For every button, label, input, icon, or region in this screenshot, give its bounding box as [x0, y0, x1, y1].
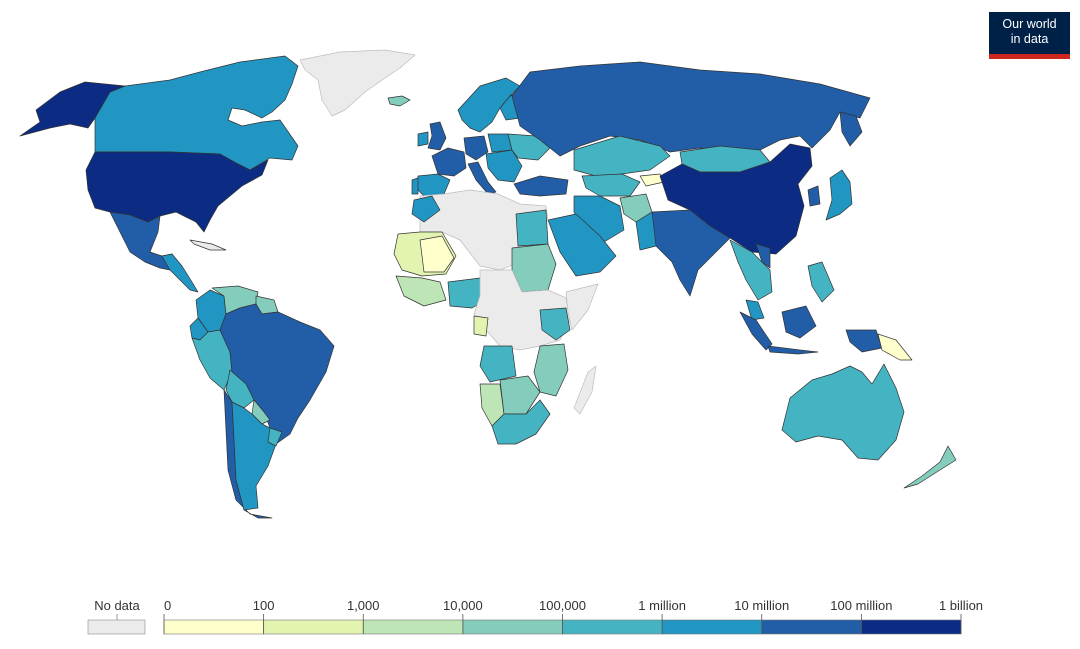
country-australia[interactable]	[781, 363, 905, 461]
logo-line-1: Our world	[1002, 17, 1057, 31]
country-vietnam[interactable]	[755, 243, 771, 269]
country-ethiopia-kenya[interactable]	[539, 307, 571, 341]
country-uruguay[interactable]	[267, 427, 283, 447]
country-portugal[interactable]	[411, 177, 419, 195]
owid-logo[interactable]: Our world in data	[989, 12, 1070, 59]
country-angola[interactable]	[479, 345, 517, 383]
country-paraguay[interactable]	[251, 399, 271, 425]
country-central-america[interactable]	[161, 253, 199, 293]
country-gabon[interactable]	[473, 315, 489, 337]
country-france[interactable]	[431, 147, 467, 177]
country-cuba[interactable]	[189, 239, 227, 251]
country-southeast-asia[interactable]	[729, 239, 773, 301]
country-ireland[interactable]	[417, 131, 429, 147]
country-indonesia-east[interactable]	[845, 329, 883, 353]
country-morocco[interactable]	[411, 195, 441, 223]
country-new-zealand[interactable]	[903, 445, 957, 489]
country-india[interactable]	[651, 209, 731, 297]
country-uk[interactable]	[427, 121, 447, 151]
country-usa[interactable]	[85, 151, 269, 233]
country-spain[interactable]	[415, 173, 451, 197]
country-papua-new-guinea[interactable]	[877, 333, 913, 361]
country-korea[interactable]	[807, 185, 821, 207]
country-malaysia[interactable]	[745, 299, 765, 321]
country-philippines[interactable]	[807, 261, 835, 303]
country-egypt[interactable]	[515, 209, 549, 247]
logo-line-2: in data	[1010, 32, 1049, 46]
country-madagascar[interactable]	[573, 365, 597, 415]
country-kazakhstan[interactable]	[573, 135, 671, 177]
country-somalia[interactable]	[565, 283, 599, 331]
country-botswana[interactable]	[499, 375, 541, 415]
country-south-africa[interactable]	[491, 399, 551, 445]
country-west-africa[interactable]	[395, 275, 447, 307]
country-indonesia-borneo[interactable]	[781, 305, 817, 339]
country-turkey[interactable]	[513, 175, 569, 197]
country-argentina[interactable]	[231, 401, 277, 511]
country-italy[interactable]	[467, 161, 497, 195]
country-mali[interactable]	[419, 235, 455, 273]
country-tanzania-mozambique[interactable]	[533, 343, 569, 397]
country-central-asia[interactable]	[581, 173, 641, 197]
country-germany[interactable]	[463, 135, 489, 161]
country-greenland[interactable]	[299, 49, 416, 117]
country-russia-east[interactable]	[839, 111, 863, 147]
country-iceland[interactable]	[387, 95, 411, 107]
country-russia[interactable]	[511, 61, 871, 157]
country-japan[interactable]	[825, 169, 853, 221]
country-saudi-arabia[interactable]	[547, 213, 617, 277]
country-indonesia-java[interactable]	[767, 345, 819, 355]
country-usa-alaska[interactable]	[19, 81, 126, 137]
